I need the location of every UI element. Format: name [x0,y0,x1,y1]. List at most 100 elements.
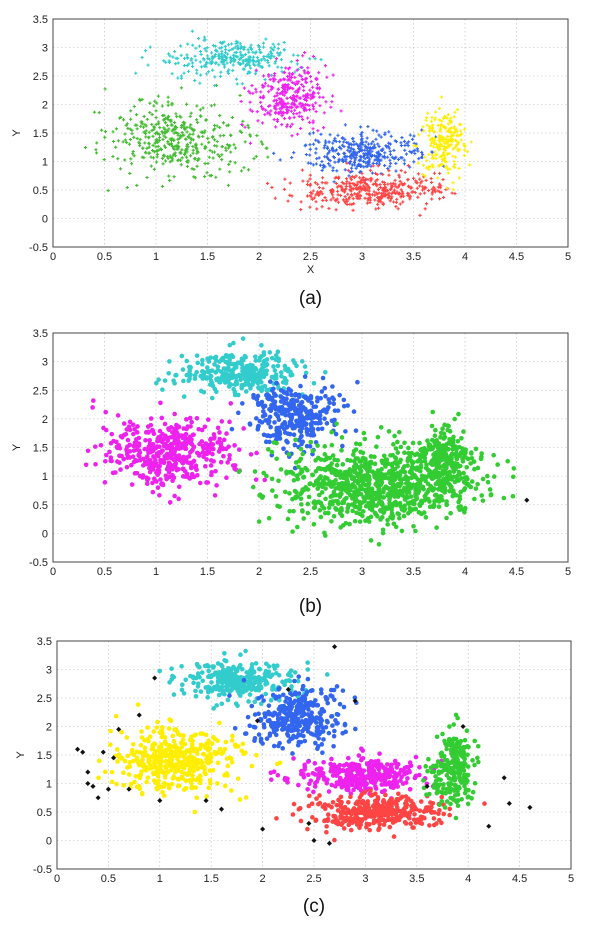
scatter-point [440,157,444,162]
scatter-point [162,130,167,135]
x-tick-label: 0.5 [101,873,116,885]
scatter-point [458,129,463,133]
scatter-point [277,42,281,46]
scatter-point [462,486,468,491]
scatter-point [386,144,390,148]
scatter-point [138,137,142,142]
scatter-point [166,52,171,56]
scatter-point [176,61,180,65]
scatter-point [437,164,441,168]
scatter-point [281,99,285,103]
scatter-point [370,193,374,197]
scatter-point [415,186,419,190]
scatter-point [261,94,266,98]
scatter-point [176,137,180,141]
scatter-point [261,470,266,476]
scatter-point [168,54,172,58]
scatter-point [425,111,430,115]
scatter-point [325,181,329,185]
scatter-point [331,401,337,407]
x-tick-label: 2 [256,566,262,578]
scatter-point [429,119,434,123]
scatter-point [126,424,132,429]
scatter-point [311,404,316,410]
scatter-point [176,496,181,502]
scatter-point [377,133,381,137]
scatter-point [343,123,347,127]
scatter-point [382,191,386,195]
scatter-point [172,138,176,142]
scatter-point [247,55,251,59]
scatter-point [358,491,364,497]
scatter-point [422,459,428,464]
scatter-point [430,197,434,201]
scatter-point [393,182,397,186]
scatter-point [231,340,236,346]
scatter-point [136,452,141,458]
scatter-point [166,117,170,122]
scatter-point [375,129,379,133]
scatter-point [334,181,338,186]
x-tick-label: 5 [568,873,574,885]
scatter-point [169,123,173,127]
scatter-point [350,187,354,191]
scatter-point [322,111,326,115]
scatter-point [204,794,209,799]
scatter-point [399,168,403,173]
scatter-series [412,95,473,192]
scatter-point [186,69,191,73]
scatter-point [372,510,378,516]
scatter-point [283,77,287,81]
scatter-point [386,182,390,186]
scatter-point [267,111,271,115]
scatter-point [156,467,162,473]
scatter-point [151,143,155,148]
scatter-point [223,687,229,693]
scatter-point [103,409,108,415]
scatter-point [253,367,259,372]
scatter-point [388,142,393,146]
scatter-point [423,515,429,520]
scatter-point [276,51,280,55]
scatter-point [377,144,381,149]
scatter-point [367,504,372,509]
scatter-point [370,469,375,475]
scatter-point [301,54,305,58]
scatter-point [176,484,182,490]
scatter-point [249,662,255,667]
scatter-point [262,56,266,60]
scatter-point [349,153,354,157]
scatter-point [427,504,433,510]
scatter-point [140,55,144,60]
scatter-point [388,199,392,203]
scatter-point [188,114,192,118]
scatter-point [269,109,273,113]
scatter-point [222,746,228,752]
scatter-point [296,464,301,470]
scatter-point [282,93,286,97]
scatter-point [457,166,461,171]
scatter-point [243,365,249,371]
scatter-point [146,738,151,744]
y-tick-label: 0 [46,836,52,848]
scatter-point [232,361,238,367]
scatter-point [269,395,275,401]
scatter-point [125,122,129,126]
scatter-point [350,163,355,167]
scatter-point [311,380,317,386]
scatter-point [210,442,216,447]
scatter-point [294,105,298,109]
scatter-point [298,383,303,389]
scatter-point [181,733,186,738]
scatter-point [318,395,323,401]
scatter-point [318,474,324,479]
scatter-point [273,77,277,81]
scatter-point [372,490,378,496]
scatter-point [193,176,198,180]
scatter-point [463,148,467,152]
scatter-point [212,362,217,367]
scatter-point [431,471,436,477]
scatter-point [132,427,137,432]
scatter-point [333,472,339,477]
scatter-point [239,46,243,51]
